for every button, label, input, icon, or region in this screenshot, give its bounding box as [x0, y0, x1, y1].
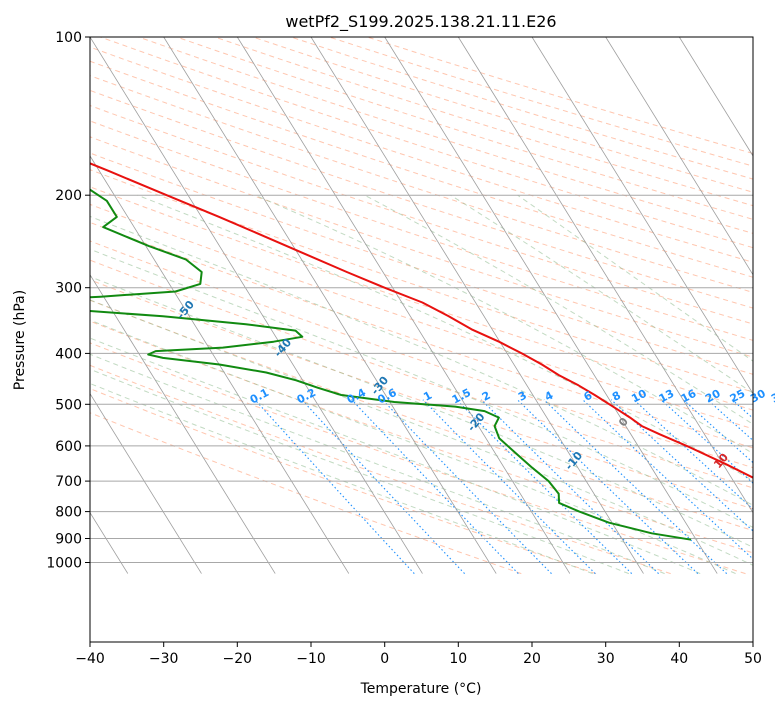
dry-adiabat-line	[90, 203, 753, 430]
moist-adiabat-line	[254, 194, 753, 455]
isotherm-line	[90, 37, 423, 574]
y-tick-label: 900	[55, 532, 82, 548]
isotherm-line	[605, 37, 753, 276]
x-tick-label: 50	[744, 651, 762, 667]
isotherm-line	[90, 155, 350, 574]
x-tick-label: 10	[449, 651, 467, 667]
mixing-ratio-label: 16	[679, 387, 699, 406]
isotherm-line	[752, 37, 753, 38]
mixing-ratio-label: 36	[769, 387, 775, 406]
moist-adiabat-line	[364, 194, 753, 425]
isotherm-line	[678, 37, 753, 157]
x-axis: −40 −30 −20 −10 0 10 20 30 40 50	[75, 642, 762, 667]
isotherm-line	[457, 37, 753, 514]
mixing-ratio-line	[422, 399, 596, 574]
isotherm-line	[384, 37, 718, 574]
mixing-ratio-line	[582, 399, 753, 560]
y-tick-label: 700	[55, 474, 82, 490]
moist-adiabat-line	[90, 353, 665, 575]
mixing-ratio-line	[610, 399, 753, 532]
moist-adiabat-line	[90, 276, 753, 548]
x-tick-label: 0	[380, 651, 389, 667]
y-axis: 100 200 300 400 500 600 700 800 900 1000	[46, 30, 90, 572]
traces	[90, 162, 753, 541]
isotherm-line	[163, 37, 497, 574]
dry-adiabat-line	[90, 320, 753, 554]
x-tick-label: −10	[296, 651, 326, 667]
moist-adiabat-line	[450, 194, 753, 394]
x-tick-label: 20	[523, 651, 541, 667]
dry-adiabat-line	[90, 221, 753, 449]
y-tick-label: 100	[55, 30, 82, 46]
mixing-ratio-line	[660, 399, 753, 484]
plot-frame	[89, 36, 754, 643]
y-tick-label: 800	[55, 505, 82, 521]
mixing-ratio-label: 20	[703, 387, 723, 406]
moist-adiabat-line	[90, 299, 753, 566]
moist-adiabat-line	[90, 319, 736, 575]
x-tick-label: −30	[149, 651, 179, 667]
dry-adiabat-line	[90, 60, 753, 278]
x-axis-label: Temperature (°C)	[360, 681, 482, 697]
x-tick-label: −20	[223, 651, 253, 667]
dry-adiabat-line	[90, 412, 522, 575]
y-tick-label: 400	[55, 346, 82, 362]
mixing-ratio-line	[301, 399, 465, 574]
y-tick-label: 200	[55, 188, 82, 204]
y-axis-label: Pressure (hPa)	[12, 290, 28, 390]
y-tick-label: 600	[55, 439, 82, 455]
x-tick-label: −40	[75, 651, 105, 667]
temperature-line	[90, 162, 753, 479]
mixing-ratio-line	[752, 399, 753, 401]
dry-adiabat-line	[90, 186, 753, 411]
mixing-ratio-label: 10	[629, 387, 649, 406]
moist-adiabat-line	[90, 215, 753, 506]
dry-adiabat-line	[90, 240, 753, 469]
mixing-ratio-line	[254, 399, 415, 574]
y-tick-label: 1000	[46, 556, 82, 572]
x-tick-label: 40	[670, 651, 688, 667]
dry-adiabat-line	[90, 136, 753, 358]
x-tick-label: 30	[597, 651, 615, 667]
y-tick-label: 300	[55, 281, 82, 297]
moist-adiabat-line	[90, 337, 701, 575]
isotherm-line	[90, 392, 202, 574]
plot-area	[90, 37, 753, 642]
y-tick-label: 500	[55, 397, 82, 413]
dewpoint-line	[90, 188, 692, 541]
isotherm-line	[236, 37, 571, 574]
isotherm-line	[90, 273, 276, 574]
dry-adiabat-line	[90, 152, 753, 375]
moist-adiabat-line	[90, 368, 629, 575]
dry-adiabat-line	[90, 299, 753, 532]
mixing-ratio-label: 25	[728, 387, 748, 406]
moist-adiabat-line	[90, 382, 593, 575]
isotherm-line	[310, 37, 644, 574]
dry-adiabat-line	[90, 104, 753, 325]
isotherm-line	[531, 37, 753, 395]
mixing-ratio-label: 13	[657, 387, 677, 406]
chart-title: wetPf2_S199.2025.138.21.11.E26	[285, 12, 556, 32]
dry-adiabat-line	[90, 388, 597, 575]
grid	[90, 37, 753, 574]
